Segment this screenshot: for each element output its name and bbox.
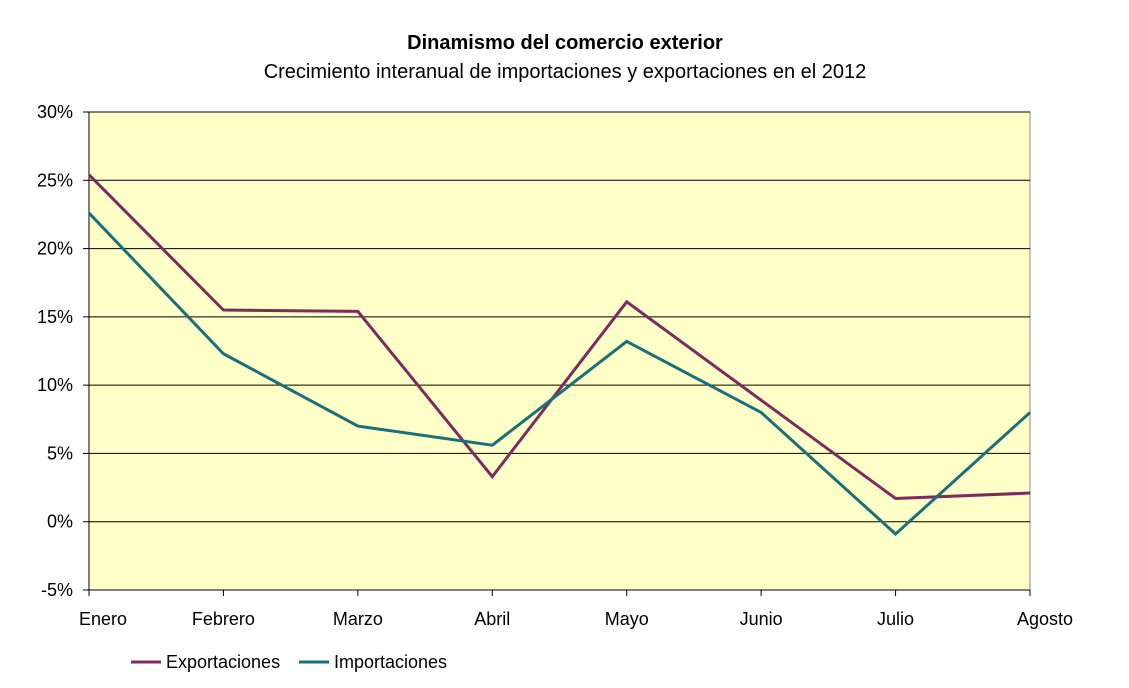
- series-lines: [87, 173, 1032, 537]
- legend: Exportaciones Importaciones: [131, 652, 447, 672]
- y-tick-label: 10%: [37, 375, 73, 395]
- y-tick-label: 20%: [37, 239, 73, 259]
- chart-subtitle: Crecimiento interanual de importaciones …: [264, 61, 867, 83]
- y-tick-label: 0%: [47, 512, 73, 532]
- series-line-exportaciones: [87, 173, 1031, 501]
- axes: [88, 112, 1030, 591]
- legend-label: Exportaciones: [166, 652, 280, 672]
- legend-label: Importaciones: [334, 652, 447, 672]
- x-tick-label: Junio: [740, 609, 783, 629]
- x-tick-label: Julio: [877, 609, 914, 629]
- x-tick-label: Febrero: [192, 609, 255, 629]
- y-tick-label: 15%: [37, 307, 73, 327]
- y-tick-label: -5%: [41, 580, 73, 600]
- y-tick-label: 5%: [47, 443, 73, 463]
- x-tick-label: Enero: [79, 609, 127, 629]
- x-tick-label: Marzo: [333, 609, 383, 629]
- x-tick-label: Abril: [474, 609, 510, 629]
- gridlines: [89, 111, 1030, 523]
- x-tick-label: Agosto: [1017, 609, 1073, 629]
- chart-title: Dinamismo del comercio exterior: [407, 32, 723, 54]
- plot-area: [88, 111, 1031, 591]
- x-tick-label: Mayo: [605, 609, 649, 629]
- y-tick-label: 25%: [37, 170, 73, 190]
- y-axis-ticks: -5% 0% 5% 10% 15% 20% 25% 30%: [37, 102, 89, 600]
- x-axis-ticks: Enero Febrero Marzo Abril Mayo Junio Julio Agos…: [79, 590, 1073, 629]
- series-line-importaciones: [87, 212, 1032, 537]
- y-tick-label: 30%: [37, 102, 73, 122]
